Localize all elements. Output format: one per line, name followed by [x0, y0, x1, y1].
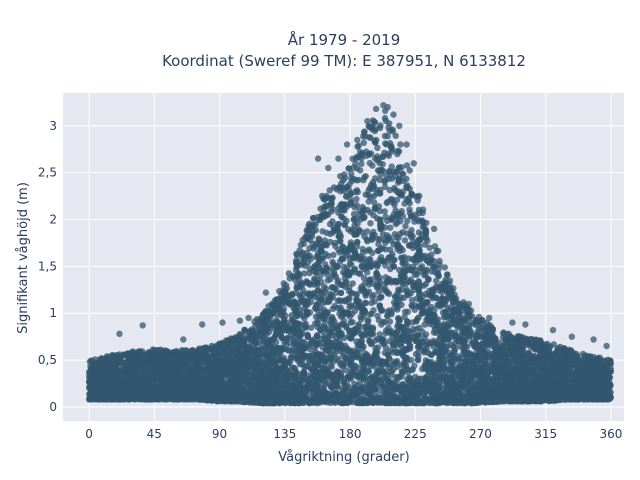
data-point	[394, 150, 401, 158]
data-point	[399, 281, 406, 288]
data-point	[325, 252, 332, 260]
data-point	[470, 361, 477, 369]
data-point	[399, 229, 406, 236]
data-point	[313, 269, 320, 277]
chart-title-line-2: Koordinat (Sweref 99 TM): E 387951, N 61…	[162, 52, 526, 70]
data-point	[381, 114, 389, 122]
data-point	[375, 288, 382, 295]
data-point	[455, 355, 462, 363]
data-point	[381, 371, 388, 378]
data-point	[348, 261, 355, 268]
data-point	[374, 144, 381, 151]
data-point	[381, 208, 388, 215]
data-point	[360, 274, 368, 281]
data-point	[367, 220, 374, 227]
data-point	[319, 228, 326, 235]
data-point	[401, 313, 408, 320]
data-point	[426, 244, 433, 251]
data-point	[366, 159, 373, 167]
data-point	[579, 350, 587, 358]
data-point	[400, 171, 407, 178]
data-point	[397, 141, 404, 148]
data-point	[406, 167, 413, 174]
data-point	[401, 308, 409, 315]
chart-title-line-1: År 1979 - 2019	[288, 30, 401, 49]
data-point	[306, 245, 313, 252]
data-point	[384, 133, 391, 140]
data-point	[287, 354, 294, 361]
data-point	[362, 173, 369, 180]
data-point	[293, 251, 301, 259]
data-point	[357, 167, 364, 174]
data-point	[348, 170, 355, 177]
data-point	[398, 208, 405, 215]
data-point	[433, 277, 440, 284]
data-point	[368, 299, 375, 307]
data-point	[358, 160, 365, 167]
data-point	[386, 318, 394, 325]
data-point	[431, 243, 439, 250]
data-points	[85, 102, 614, 407]
data-point	[307, 324, 315, 331]
data-point	[451, 329, 459, 336]
data-point	[382, 318, 389, 326]
data-point	[355, 142, 362, 149]
data-point	[433, 248, 440, 255]
data-point	[331, 302, 338, 310]
data-point	[315, 235, 322, 242]
data-point	[403, 162, 411, 169]
